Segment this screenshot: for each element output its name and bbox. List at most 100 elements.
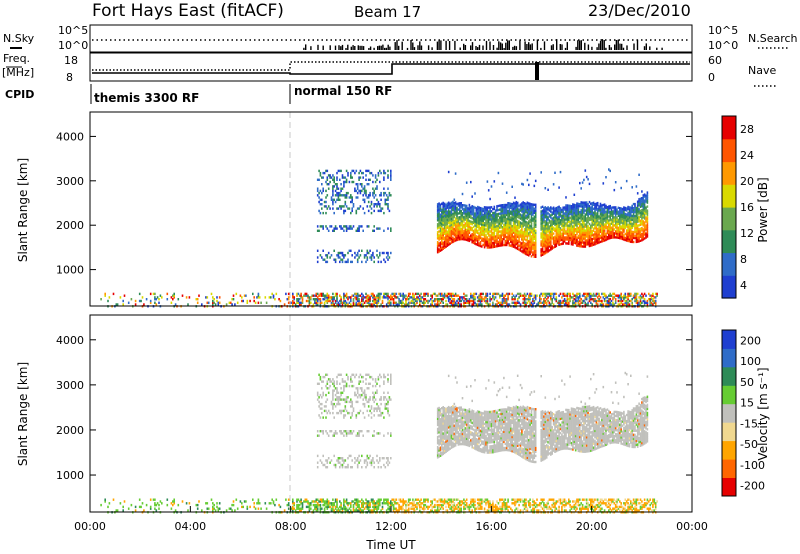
echo-cell [319, 174, 322, 177]
colorbar-tick-label: 16 [740, 201, 754, 214]
echo-cell [154, 503, 156, 507]
echo-cell [635, 238, 638, 242]
echo-cell [454, 229, 457, 232]
echo-cell [505, 205, 508, 209]
echo-cell [621, 223, 624, 227]
echo-cell [616, 228, 618, 231]
echo-cell [643, 217, 646, 220]
echo-cell [454, 301, 457, 304]
echo-cell [619, 230, 621, 234]
echo-cell [543, 210, 545, 214]
echo-cell [319, 294, 322, 297]
echo-cell [379, 169, 381, 173]
echo-cell [374, 194, 377, 197]
echo-cell [395, 296, 398, 299]
echo-cell [516, 201, 519, 205]
echo-cell [492, 237, 494, 241]
echo-cell [590, 202, 592, 205]
echo-cell [446, 214, 449, 217]
echo-cell [385, 292, 388, 296]
echo-cell [503, 233, 505, 237]
echo-cell [508, 208, 511, 211]
echo-cell [532, 233, 534, 236]
echo-cell [231, 298, 233, 301]
echo-cell [551, 299, 553, 303]
echo-cell [572, 215, 574, 218]
echo-cell [624, 232, 627, 236]
echo-cell [339, 178, 341, 181]
echo-cell [475, 225, 478, 228]
echo-cell [505, 209, 508, 213]
echo-cell [543, 212, 545, 216]
echo-cell [487, 216, 490, 219]
echo-cell [387, 227, 389, 230]
echo-cell [581, 221, 584, 224]
echo-cell [489, 240, 491, 243]
echo-cell [413, 303, 415, 306]
echo-cell [602, 292, 605, 296]
echo-cell [523, 294, 526, 297]
echo-cell [367, 296, 370, 299]
echo-cell [152, 498, 155, 501]
echo-cell [574, 222, 577, 225]
echo-cell [563, 230, 566, 233]
echo-cell [587, 219, 589, 222]
echo-cell [323, 200, 326, 204]
echo-cell [581, 215, 584, 218]
echo-cell [372, 174, 374, 177]
nsearch-tick-bottom: 10^0 [708, 39, 738, 52]
echo-cell [441, 214, 443, 217]
echo-cell [443, 222, 446, 225]
echo-cell [634, 214, 636, 218]
echo-cell [576, 238, 578, 241]
echo-cell [635, 216, 638, 220]
echo-cell [493, 241, 496, 244]
echo-cell [565, 204, 567, 207]
echo-cell [579, 237, 581, 240]
echo-cell [474, 298, 476, 301]
echo-cell [486, 226, 489, 229]
echo-cell [387, 207, 389, 210]
echo-cell [486, 303, 489, 306]
echo-cell [574, 228, 577, 231]
echo-cell [525, 216, 527, 220]
echo-cell [623, 303, 625, 306]
echo-cell [584, 243, 587, 246]
echo-cell [474, 224, 476, 227]
echo-cell [385, 256, 388, 259]
echo-cell [465, 210, 468, 214]
echo-cell [519, 231, 522, 234]
echo-cell [574, 206, 577, 209]
echo-cell [528, 232, 530, 235]
echo-cell [505, 243, 508, 247]
echo-cell [532, 205, 534, 208]
echo-cell [405, 298, 407, 301]
nsky-bar [645, 43, 647, 50]
echo-cell [587, 203, 589, 206]
echo-cell [454, 233, 457, 236]
echo-cell [470, 180, 472, 184]
echo-cell [577, 226, 580, 230]
echo-cell [345, 227, 348, 230]
echo-cell [293, 502, 295, 505]
echo-cell [339, 294, 341, 297]
echo-cell [642, 222, 645, 225]
echo-cell [577, 218, 580, 222]
echo-cell [504, 233, 507, 237]
echo-cell [533, 245, 536, 248]
nsky-bar [519, 40, 521, 50]
echo-cell [446, 296, 449, 299]
echo-cell [624, 238, 627, 242]
echo-cell [529, 296, 531, 299]
echo-cell [576, 228, 578, 231]
echo-cell [627, 219, 629, 223]
echo-cell [460, 206, 462, 209]
echo-cell [319, 303, 322, 306]
echo-cell [556, 222, 559, 225]
echo-cell [528, 240, 530, 243]
echo-cell [558, 219, 560, 222]
echo-cell [511, 209, 513, 212]
echo-cell [636, 208, 639, 211]
echo-cell [340, 251, 342, 255]
echo-cell [636, 218, 639, 221]
